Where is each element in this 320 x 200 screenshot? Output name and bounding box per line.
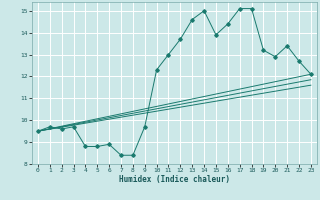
X-axis label: Humidex (Indice chaleur): Humidex (Indice chaleur) [119,175,230,184]
